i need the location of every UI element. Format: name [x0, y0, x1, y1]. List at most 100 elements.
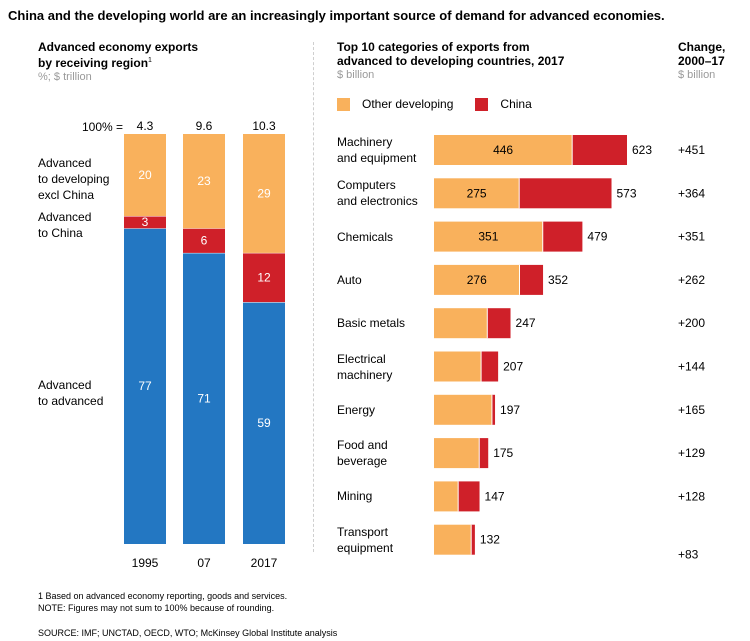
- bar-total-transport-equipment: 132: [480, 533, 500, 547]
- left-chart-unit: %; $ trillion: [38, 71, 92, 83]
- x-tick-label-1995: 1995: [132, 556, 159, 570]
- bar-china-food-and-beverage: [479, 438, 489, 469]
- category-label-mining: Mining: [337, 488, 372, 504]
- bar-other-developing-mining: [434, 481, 459, 512]
- category-label-line: Machinery: [337, 135, 393, 149]
- bar-label-other-developing-machinery-and-equipment: 446: [493, 143, 513, 157]
- bar-other-developing-chemicals: [434, 221, 543, 252]
- category-label-line: Auto: [337, 272, 362, 287]
- column-total-2017: 10.3: [252, 119, 276, 133]
- bar-total-machinery-and-equipment: 623: [632, 143, 652, 157]
- bar-label-developing-2017: 29: [257, 186, 271, 200]
- bar-other-developing-transport-equipment: [434, 524, 472, 555]
- bar-other-developing-energy: [434, 394, 492, 425]
- headline: China and the developing world are an in…: [8, 8, 665, 23]
- bar-developing-1995: [124, 134, 166, 216]
- legend-label-other-developing: Other developing: [362, 97, 454, 111]
- change-unit: $ billion: [678, 69, 716, 81]
- bar-china-machinery-and-equipment: [572, 135, 628, 165]
- change-value-computers-and-electronics: +364: [678, 186, 705, 200]
- right-title-line2: advanced to developing countries, 2017: [337, 54, 565, 68]
- x-tick-label-07: 07: [197, 556, 211, 570]
- bar-other-developing-food-and-beverage: [434, 438, 480, 469]
- bar-developing-07: [183, 134, 225, 229]
- bar-china-auto: [519, 264, 544, 295]
- total-prefix-label: 100% =: [82, 120, 124, 134]
- bar-other-developing-machinery-and-equipment: [434, 135, 573, 165]
- category-label-computers-and-electronics: Computers and electronics: [337, 177, 418, 209]
- legend: Other developing China: [337, 97, 532, 111]
- bar-label-china-1995: 3: [142, 215, 149, 229]
- change-value-chemicals: +351: [678, 230, 705, 244]
- change-value-energy: +165: [678, 403, 705, 417]
- bar-developing-2017: [243, 134, 285, 253]
- bar-label-developing-1995: 20: [138, 168, 152, 182]
- bar-label-other-developing-computers-and-electronics: 275: [467, 186, 487, 200]
- bar-label-developing-07: 23: [197, 174, 211, 188]
- bar-china-chemicals: [542, 221, 583, 252]
- change-value-transport-equipment: +83: [678, 548, 699, 562]
- category-label-basic-metals: Basic metals: [337, 315, 405, 331]
- category-label-auto: Auto: [337, 272, 362, 288]
- bar-china-basic-metals: [487, 308, 511, 339]
- change-value-machinery-and-equipment: +451: [678, 143, 705, 157]
- right-chart-unit: $ billion: [337, 69, 375, 81]
- category-label-line: and equipment: [337, 151, 417, 165]
- category-label-line: Energy: [337, 402, 376, 417]
- bar-other-developing-basic-metals: [434, 308, 488, 339]
- change-value-mining: +128: [678, 489, 705, 503]
- bar-advanced-1995: [124, 228, 166, 545]
- panel-divider: [313, 42, 314, 552]
- bar-other-developing-electrical-machinery: [434, 351, 482, 382]
- column-total-1995: 4.3: [137, 119, 154, 133]
- row-label-developing-line3: excl China: [38, 188, 95, 202]
- bar-label-other-developing-auto: 276: [467, 273, 487, 287]
- legend-swatch-china: [475, 97, 489, 111]
- change-title-line1: Change,: [678, 40, 726, 54]
- bar-advanced-2017: [243, 302, 285, 544]
- bar-china-computers-and-electronics: [519, 178, 612, 209]
- category-label-line: beverage: [337, 454, 388, 469]
- source-note: SOURCE: IMF; UNCTAD, OECD, WTO; McKinsey…: [38, 628, 338, 638]
- category-label-line: Computers: [337, 178, 396, 193]
- change-value-auto: +262: [678, 273, 705, 287]
- category-label-line: machinery: [337, 367, 393, 382]
- bar-total-electrical-machinery: 207: [503, 360, 523, 374]
- change-value-basic-metals: +200: [678, 316, 705, 330]
- left-chart-title: Advanced economy exports by receiving re…: [38, 40, 198, 84]
- row-label-developing-line2: to developing: [38, 172, 110, 186]
- bar-label-advanced-2017: 59: [257, 416, 271, 430]
- change-value-food-and-beverage: +129: [678, 446, 705, 460]
- category-label-line: Transport: [337, 524, 388, 539]
- legend-label-china: China: [500, 97, 532, 111]
- bar-china-2017: [243, 252, 285, 303]
- row-label-advanced-line1: Advanced: [38, 378, 92, 392]
- category-label-line: Electrical: [337, 351, 386, 366]
- row-label-advanced: Advanced to advanced: [38, 377, 103, 409]
- change-column-title: Change, 2000–17 $ billion: [678, 40, 725, 82]
- category-label-food-and-beverage: Food and beverage: [337, 437, 388, 469]
- category-label-transport-equipment: Transport equipment: [337, 524, 393, 556]
- bar-label-china-2017: 12: [257, 271, 271, 285]
- footnote-marker: 1: [148, 57, 152, 64]
- bar-total-energy: 197: [500, 403, 520, 417]
- category-label-energy: Energy: [337, 402, 375, 418]
- category-label-chemicals: Chemicals: [337, 229, 393, 245]
- footnote-1: 1 Based on advanced economy reporting, g…: [38, 591, 288, 601]
- category-label-line: Mining: [337, 489, 373, 504]
- bar-china-electrical-machinery: [481, 351, 499, 382]
- bar-label-other-developing-chemicals: 351: [478, 230, 498, 244]
- bar-label-advanced-1995: 77: [138, 379, 152, 393]
- bar-total-mining: 147: [485, 489, 505, 503]
- row-label-developing: Advanced to developing excl China: [38, 155, 109, 203]
- row-label-developing-line1: Advanced: [38, 156, 92, 170]
- bar-other-developing-computers-and-electronics: [434, 178, 520, 209]
- bar-china-mining: [458, 481, 480, 512]
- footnote-note: NOTE: Figures may not sum to 100% becaus…: [38, 603, 275, 613]
- bar-china-transport-equipment: [471, 524, 475, 555]
- bar-total-chemicals: 479: [587, 230, 607, 244]
- category-label-machinery-and-equipment: Machinery and equipment: [337, 134, 416, 166]
- bar-advanced-07: [183, 252, 225, 544]
- left-title-line1: Advanced economy exports: [38, 40, 199, 54]
